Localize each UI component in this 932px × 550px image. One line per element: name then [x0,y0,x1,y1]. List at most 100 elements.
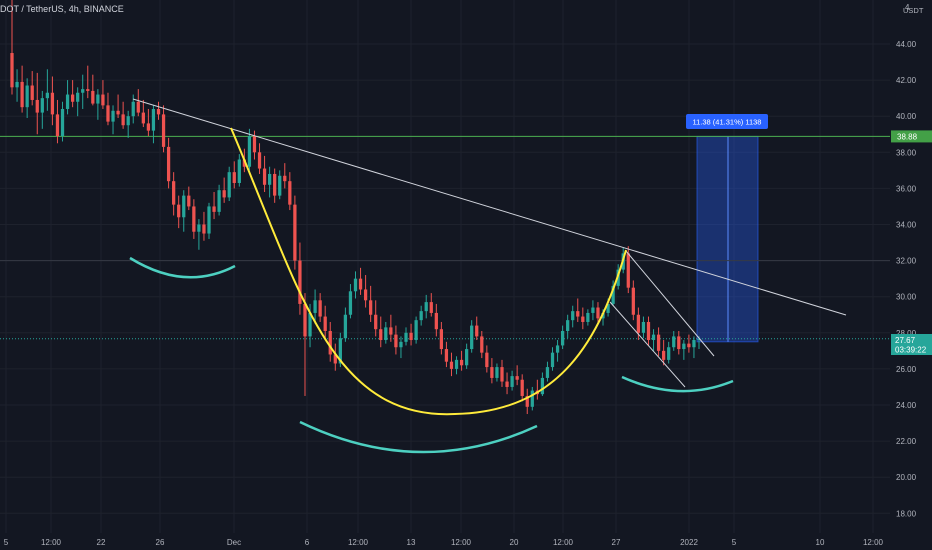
time-axis[interactable] [0,533,890,550]
cup-curve[interactable] [230,127,627,416]
candle-body [550,352,555,368]
candle-body [409,332,413,341]
candle-body [338,338,342,364]
candle-body [106,105,110,122]
candle-body [586,312,590,322]
price-tick-label: 38.00 [896,148,917,157]
candle-body [459,359,464,366]
measure-label-bg [686,114,768,129]
candle-body [419,311,423,321]
support-arc-bottom[interactable] [299,420,538,454]
candle-body [682,343,686,350]
candle-body [151,108,156,131]
candle-body [667,347,671,360]
candle-body [475,325,479,337]
price-axis[interactable] [890,0,932,550]
candle-body [540,377,545,395]
candle-body [273,173,277,196]
candle-body [697,338,701,341]
candle-body [379,329,383,341]
candle-body [262,168,267,185]
candle-body [677,336,681,350]
candle-body [10,53,14,88]
wedge-upper-line[interactable] [625,250,715,357]
candle-body [560,330,565,346]
candle-body [465,349,469,366]
candle-body [76,92,80,102]
candle-body [515,376,519,380]
candle-body [545,367,550,378]
resistance-badge-text: 38.88 [897,132,918,141]
candle-body [490,367,494,378]
candle-body [131,101,135,117]
time-tick-label: 27 [612,538,621,547]
candle-body [212,206,216,212]
candle-body [288,181,292,205]
candle-body [399,341,403,348]
symbol-legend: DOT / TetherUS, 4h, BINANCE [0,4,124,14]
countdown-text: 03:39:22 [895,346,927,355]
candle-body [495,367,499,378]
candle-body [267,173,272,185]
candle-body [581,316,585,322]
candle-body [651,334,656,341]
price-tick-label: 40.00 [896,112,917,121]
candle-body [500,367,504,382]
axis-top-label: 4 [905,3,910,12]
candle-body [308,312,312,337]
candle-body [121,114,125,126]
price-tick-label: 34.00 [896,221,917,230]
candle-body [96,94,100,104]
price-tick-label: 44.00 [896,40,917,49]
candle-body [687,343,691,348]
support-arc-left[interactable] [129,256,236,279]
candle-body [202,224,206,234]
candle-body [101,94,105,106]
candle-body [156,108,161,115]
candle-body [636,314,641,333]
price-tick-label: 32.00 [896,257,917,266]
candle-body [35,99,39,113]
measure-label: 11.38 (41.31%) 1138 [693,118,762,127]
candle-body [424,302,428,312]
candle-body [15,81,19,88]
candle-body [454,359,459,369]
price-tick-label: 30.00 [896,293,917,302]
candle-body [65,94,70,109]
candle-body [470,325,474,350]
candle-body [439,329,444,350]
candle-body [247,136,252,167]
candle-body [313,300,317,313]
support-arc-right[interactable] [621,375,734,393]
candle-body [480,336,484,353]
time-tick-label: 12:00 [451,538,472,547]
candle-body [444,349,449,362]
candle-body [656,334,661,351]
candle-body [363,289,368,301]
candle-body [323,316,327,331]
candle-body [242,159,246,167]
time-tick-label: Dec [227,538,241,547]
candle-body [530,390,534,407]
candle-body [86,89,90,91]
candle-body [187,195,191,207]
descending-trendline[interactable] [132,98,847,316]
time-tick-label: 22 [97,538,106,547]
candle-body [646,321,651,341]
candle-body [298,260,302,304]
candle-body [434,312,438,330]
time-tick-label: 13 [407,538,416,547]
time-tick-label: 20 [510,538,519,547]
candle-body [566,320,570,331]
candle-body [116,110,120,115]
candle-body [525,395,529,407]
candle-body [333,354,337,364]
candle-body [237,159,241,183]
wedge-lower-line[interactable] [609,301,686,388]
candle-body [510,376,514,387]
candle-body [293,204,297,261]
time-tick-label: 2022 [680,538,698,547]
candle-body [257,152,262,169]
